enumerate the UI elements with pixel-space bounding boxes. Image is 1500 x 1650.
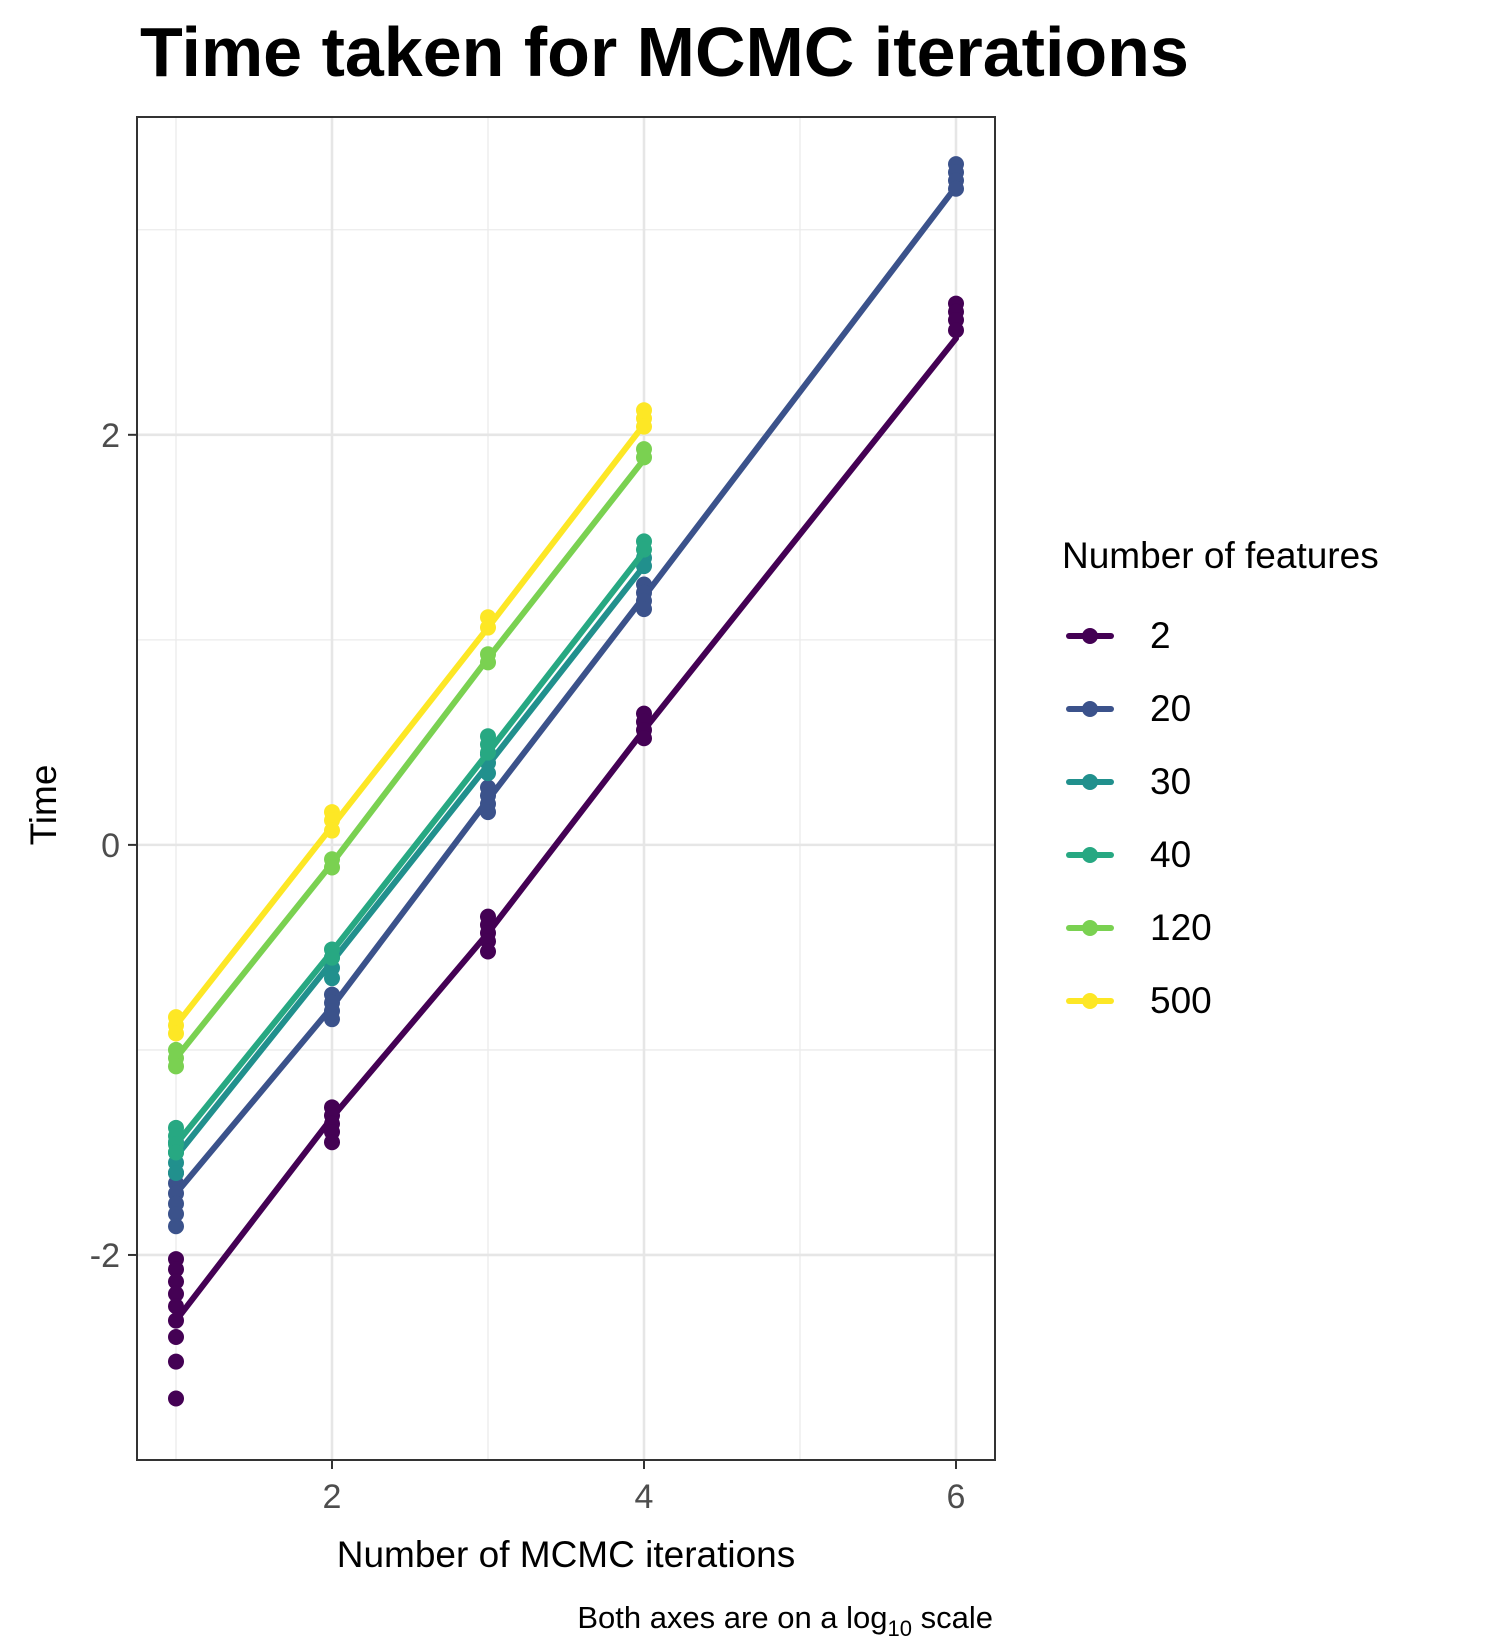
legend-key <box>1062 835 1118 875</box>
legend-item: 120 <box>1062 891 1379 964</box>
data-point <box>168 1261 184 1278</box>
data-point <box>636 601 652 618</box>
data-point <box>168 1025 184 1042</box>
chart-title: Time taken for MCMC iterations <box>140 13 1189 91</box>
legend-title: Number of features <box>1062 535 1379 576</box>
x-tick-label: 6 <box>947 1478 966 1516</box>
data-point <box>324 822 340 839</box>
series-line-120 <box>173 456 647 1062</box>
data-point <box>324 1011 340 1028</box>
data-point <box>948 322 964 339</box>
legend-label: 500 <box>1150 979 1212 1021</box>
data-point <box>168 1218 184 1235</box>
data-point <box>636 418 652 435</box>
data-point <box>636 541 652 558</box>
caption: Both axes are on a log10 scale <box>577 1600 993 1641</box>
data-point <box>168 1205 184 1222</box>
data-point <box>168 1273 184 1290</box>
y-tick-label: -2 <box>90 1237 120 1275</box>
legend-key <box>1062 981 1118 1021</box>
legend-item: 20 <box>1062 672 1379 745</box>
grid-lines <box>137 117 995 1460</box>
data-point <box>324 949 340 966</box>
legend-key <box>1062 762 1118 802</box>
y-axis-title: Time <box>23 765 64 846</box>
series-40 <box>168 533 652 1161</box>
caption-subscript: 10 <box>888 1616 912 1641</box>
panel-border <box>136 116 996 1461</box>
data-point <box>168 1312 184 1329</box>
legend-label: 2 <box>1150 614 1171 656</box>
data-point <box>168 1164 184 1181</box>
legend-items: 2 20 30 40 120 500 <box>1062 599 1379 1037</box>
data-point <box>168 1058 184 1075</box>
series-20 <box>168 156 964 1235</box>
data-point <box>324 970 340 987</box>
data-point <box>168 1353 184 1370</box>
series-line-2 <box>173 335 959 1324</box>
series-line-500 <box>173 421 647 1029</box>
legend-label: 30 <box>1150 760 1192 802</box>
legend-item: 2 <box>1062 599 1379 672</box>
y-tick-label: 2 <box>101 417 120 455</box>
data-point <box>636 449 652 466</box>
legend-item: 30 <box>1062 745 1379 818</box>
data-point <box>480 744 496 761</box>
caption-prefix: Both axes are on a log <box>577 1600 887 1635</box>
data-point <box>480 943 496 960</box>
data-point <box>948 180 964 197</box>
data-point <box>480 765 496 782</box>
data-point <box>324 859 340 876</box>
data-point <box>168 1390 184 1407</box>
data-series <box>168 156 964 1407</box>
series-line-30 <box>173 563 647 1160</box>
data-point <box>168 1328 184 1345</box>
legend-label: 40 <box>1150 833 1192 875</box>
series-120 <box>168 441 652 1075</box>
data-point <box>168 1298 184 1315</box>
data-point <box>480 619 496 636</box>
data-point <box>324 1134 340 1151</box>
legend: Number of features 2 20 30 40 120 500 <box>1062 535 1379 1037</box>
series-30 <box>168 549 652 1181</box>
y-tick-label: 0 <box>101 827 120 865</box>
legend-key <box>1062 689 1118 729</box>
data-point <box>168 1144 184 1161</box>
data-point <box>168 1285 184 1302</box>
data-point <box>480 804 496 821</box>
series-line-20 <box>173 183 959 1197</box>
x-tick-label: 4 <box>635 1478 654 1516</box>
x-tick-label: 2 <box>323 1478 342 1516</box>
series-2 <box>168 295 964 1407</box>
caption-suffix: scale <box>912 1600 993 1635</box>
legend-key <box>1062 908 1118 948</box>
legend-key <box>1062 616 1118 656</box>
legend-item: 40 <box>1062 818 1379 891</box>
series-500 <box>168 402 652 1042</box>
legend-label: 120 <box>1150 906 1212 948</box>
x-axis-title: Number of MCMC iterations <box>337 1534 796 1575</box>
data-point <box>636 558 652 575</box>
legend-item: 500 <box>1062 964 1379 1037</box>
axis-ticks: 2 4 6 -2 0 2 <box>90 417 966 1516</box>
data-point <box>636 730 652 747</box>
legend-label: 20 <box>1150 687 1192 729</box>
data-point <box>480 654 496 671</box>
series-line-40 <box>173 548 647 1148</box>
